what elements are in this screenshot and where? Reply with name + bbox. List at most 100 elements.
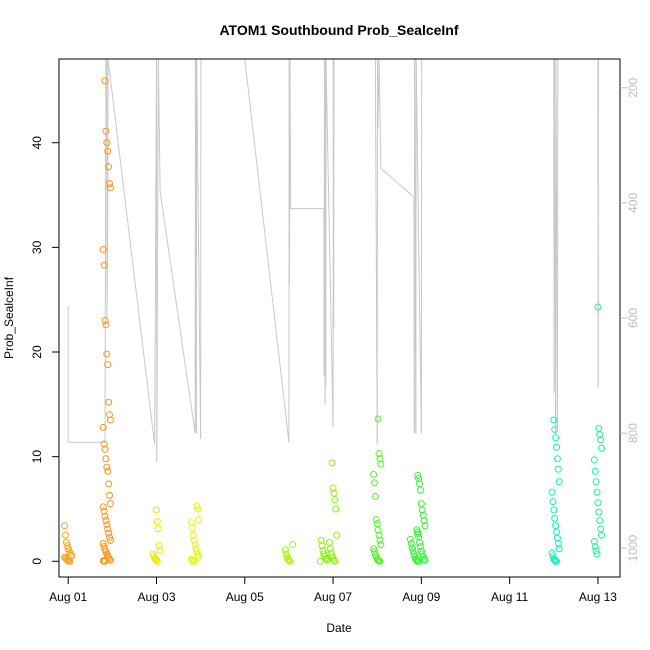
data-point: [106, 411, 114, 419]
x-tick-label: Aug 05: [226, 590, 264, 604]
data-point: [414, 528, 422, 536]
data-point: [192, 545, 200, 553]
x-axis: Aug 01 Aug 03 Aug 05 Aug 07 Aug 09 Aug 11 Aug …: [49, 577, 617, 604]
data-point: [102, 455, 110, 463]
data-point: [281, 546, 289, 554]
depth-line-segment: [159, 191, 196, 434]
depth-line-segment: [106, 225, 109, 319]
x-tick-label: Aug 09: [402, 590, 440, 604]
data-point: [106, 533, 114, 541]
data-point: [421, 522, 429, 530]
data-point: [375, 450, 383, 458]
data-point: [591, 543, 599, 551]
data-point: [372, 515, 380, 523]
data-point: [102, 321, 110, 329]
data-point: [156, 547, 164, 555]
data-point: [590, 456, 598, 464]
x-tick-label: Aug 03: [137, 590, 175, 604]
data-point: [371, 479, 379, 487]
data-point: [554, 465, 562, 473]
data-point: [553, 455, 561, 463]
y-tick-label: 0: [30, 558, 44, 565]
data-point: [101, 512, 109, 520]
data-point: [100, 261, 108, 269]
data-point: [105, 480, 113, 488]
data-point: [371, 492, 379, 500]
data-point: [152, 555, 160, 563]
data-point: [195, 553, 203, 561]
data-point: [376, 536, 384, 544]
data-point: [104, 467, 112, 475]
data-point: [370, 545, 378, 553]
y-axis-left: 0 10 20 30 40: [30, 136, 59, 565]
data-point: [590, 537, 598, 545]
data-point: [103, 521, 111, 529]
data-point: [552, 434, 560, 442]
data-point: [106, 416, 114, 424]
data-point: [591, 467, 599, 475]
data-point: [101, 445, 109, 453]
data-point: [188, 519, 196, 527]
data-point: [99, 245, 107, 253]
data-point: [550, 416, 558, 424]
data-point: [99, 540, 107, 548]
data-point: [593, 550, 601, 558]
data-point: [597, 436, 605, 444]
data-point: [370, 470, 378, 478]
data-point: [553, 443, 561, 451]
data-point: [100, 440, 108, 448]
data-point: [66, 557, 74, 565]
data-point: [416, 543, 424, 551]
y-tick-label: 30: [30, 240, 44, 254]
depth-line-segment: [380, 167, 415, 198]
data-point: [376, 455, 384, 463]
data-point: [553, 534, 561, 542]
data-point: [155, 542, 163, 550]
data-point: [195, 515, 203, 523]
depth-line-segment: [244, 58, 290, 443]
data-point: [377, 460, 385, 468]
data-point: [99, 423, 107, 431]
data-point: [318, 542, 326, 550]
data-point: [106, 184, 114, 192]
data-point: [152, 556, 160, 564]
data-point: [549, 498, 557, 506]
data-point: [598, 531, 606, 539]
data-point: [105, 163, 113, 171]
data-point: [153, 518, 161, 526]
data-point: [415, 533, 423, 541]
data-point: [61, 522, 69, 530]
data-point: [548, 549, 556, 557]
depth-series-layer: [67, 58, 600, 462]
data-point: [555, 478, 563, 486]
data-point: [194, 505, 202, 513]
y-tick-label: 10: [30, 450, 44, 464]
data-point: [316, 557, 324, 565]
data-point: [374, 415, 382, 423]
y2-tick-label: 200: [626, 77, 640, 97]
data-point: [555, 545, 563, 553]
data-point: [103, 350, 111, 358]
y-tick-label: 20: [30, 345, 44, 359]
data-point: [409, 547, 417, 555]
y-axis-right: 200 400 600 800 1000: [620, 77, 640, 562]
data-point: [328, 459, 336, 467]
data-point: [333, 531, 341, 539]
data-point: [284, 555, 292, 563]
data-point: [596, 516, 604, 524]
data-point: [408, 544, 416, 552]
data-point: [106, 536, 114, 544]
y-axis-label: Prob_SealceInf: [2, 276, 16, 359]
data-point: [554, 540, 562, 548]
data-point: [190, 557, 198, 565]
data-point: [331, 557, 339, 565]
data-point: [285, 556, 293, 564]
data-point: [594, 303, 602, 311]
data-point: [420, 516, 428, 524]
data-point: [189, 531, 197, 539]
data-point: [598, 444, 606, 452]
data-point: [418, 506, 426, 514]
data-point: [376, 557, 384, 565]
data-point: [329, 484, 337, 492]
data-point: [100, 507, 108, 515]
